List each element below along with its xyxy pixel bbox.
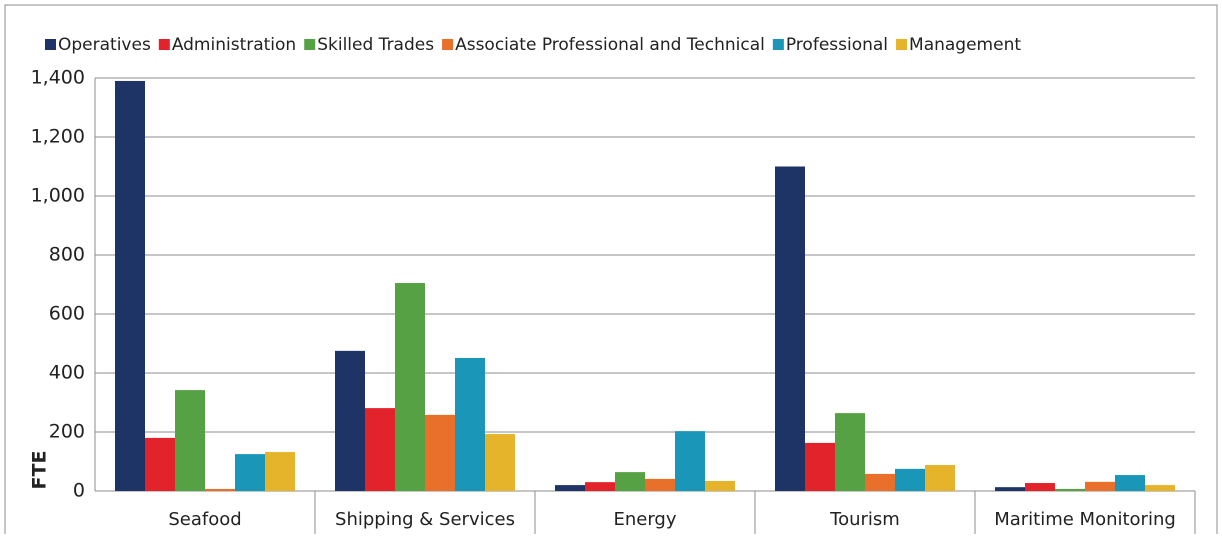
bar	[865, 473, 895, 491]
legend-swatch	[896, 39, 908, 50]
legend-swatch	[772, 39, 784, 50]
legend-label: Administration	[172, 35, 296, 55]
bar	[555, 485, 585, 491]
bar	[365, 408, 395, 491]
x-tick-label: Shipping & Services	[335, 509, 515, 530]
bar	[705, 480, 735, 491]
y-tick-label: 800	[49, 244, 85, 266]
bar	[585, 482, 615, 491]
legend-label: Operatives	[58, 35, 151, 55]
y-tick-label: 1,400	[31, 67, 85, 89]
bar	[1085, 481, 1115, 491]
bar	[1115, 475, 1145, 491]
bar	[1055, 488, 1085, 491]
y-tick-label: 0	[73, 480, 85, 502]
x-tick-label: Maritime Monitoring	[994, 509, 1176, 530]
bar	[145, 437, 175, 491]
chart-border	[4, 4, 1218, 538]
y-tick-label: 600	[49, 303, 85, 325]
bar	[425, 414, 455, 491]
bar	[835, 413, 865, 491]
bar	[895, 468, 925, 491]
y-tick-label: 400	[49, 362, 85, 384]
bar	[615, 472, 645, 491]
bar	[115, 80, 145, 491]
bar	[455, 357, 485, 491]
bar	[485, 434, 515, 491]
bar	[395, 283, 425, 491]
bar	[175, 390, 205, 491]
bar	[1145, 485, 1175, 491]
bar	[645, 478, 675, 491]
legend-swatch	[158, 39, 170, 50]
bar	[675, 431, 705, 491]
bar	[775, 166, 805, 491]
legend-swatch	[304, 39, 316, 50]
legend-swatch	[442, 39, 454, 50]
bar	[265, 452, 295, 491]
bar	[205, 488, 235, 491]
legend-label: Skilled Trades	[317, 35, 434, 55]
x-tick-label: Tourism	[829, 509, 900, 530]
bar	[925, 465, 955, 491]
bar	[335, 350, 365, 491]
y-tick-label: 200	[49, 421, 85, 443]
legend-label: Professional	[786, 35, 888, 55]
bar	[995, 487, 1025, 491]
y-tick-label: 1,200	[31, 126, 85, 148]
legend-swatch	[45, 39, 56, 50]
bar	[805, 442, 835, 491]
y-axis-label: FTE	[29, 451, 51, 490]
y-tick-label: 1,000	[31, 185, 85, 207]
legend-label: Management	[909, 35, 1021, 55]
legend-label: Associate Professional and Technical	[455, 35, 765, 55]
bar	[235, 454, 265, 491]
x-tick-label: Energy	[613, 509, 676, 530]
bar	[1025, 483, 1055, 491]
x-tick-label: Seafood	[168, 509, 241, 530]
